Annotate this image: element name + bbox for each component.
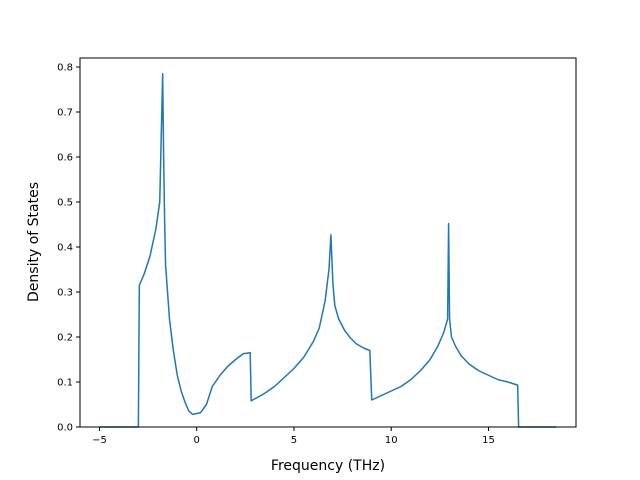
y-tick-label: 0.3 <box>57 288 73 299</box>
x-axis-ticks: −5 0 5 10 15 <box>92 427 495 446</box>
y-axis-label: Density of States <box>26 182 42 302</box>
y-axis-ticks: 0.0 0.1 0.2 0.3 0.4 0.5 0.6 0.7 0.8 <box>57 63 80 434</box>
y-tick-label: 0.5 <box>57 198 73 209</box>
plot-area <box>99 73 557 428</box>
y-tick-label: 0.1 <box>57 378 73 389</box>
x-tick-label: −5 <box>92 435 107 446</box>
y-tick-label: 0.4 <box>57 243 73 254</box>
x-tick-label: 5 <box>291 435 297 446</box>
y-tick-label: 0.6 <box>57 153 73 164</box>
x-tick-label: 0 <box>194 435 200 446</box>
dos-series-line <box>99 73 557 428</box>
plot-frame <box>79 57 577 428</box>
y-tick-label: 0.8 <box>57 63 73 74</box>
x-axis-label: Frequency (THz) <box>271 458 385 474</box>
y-tick-label: 0.0 <box>57 423 73 434</box>
x-tick-label: 15 <box>482 435 495 446</box>
y-tick-label: 0.2 <box>57 333 73 344</box>
y-tick-label: 0.7 <box>57 108 73 119</box>
x-tick-label: 10 <box>385 435 398 446</box>
